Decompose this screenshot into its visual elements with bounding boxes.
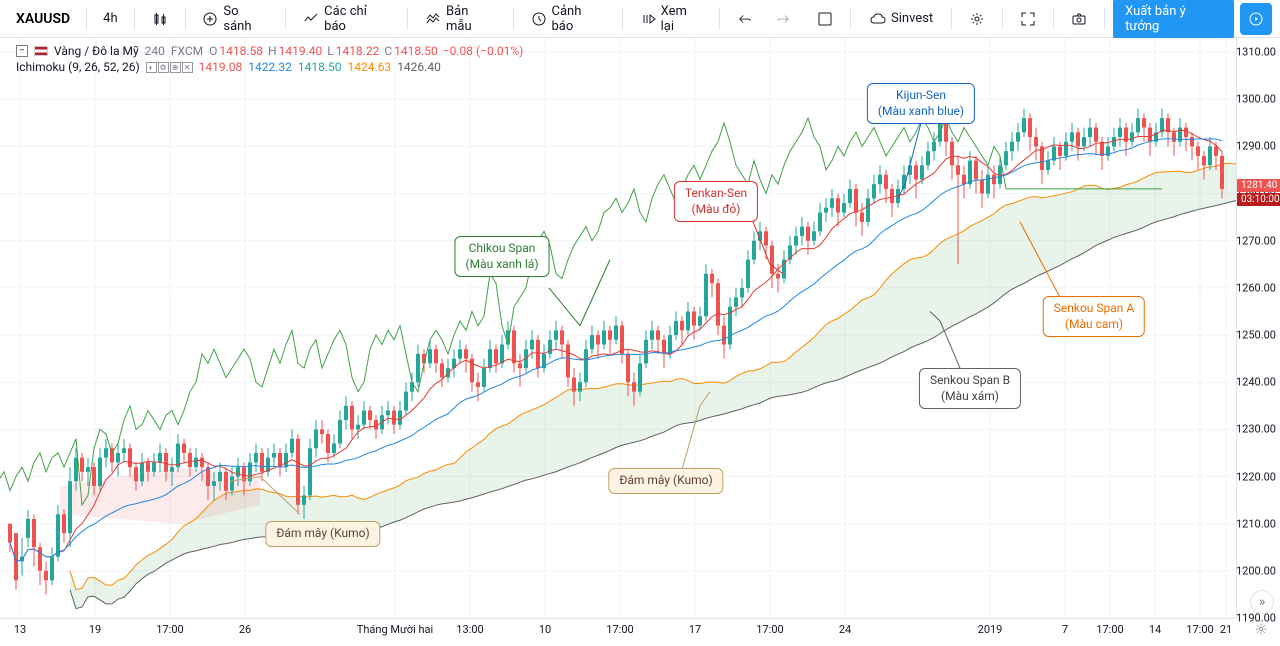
indicators-button[interactable]: Các chỉ báo xyxy=(294,0,399,38)
y-tick-label: 1240.00 xyxy=(1236,376,1276,389)
x-tick-label: 17:00 xyxy=(1186,623,1213,636)
y-tick-label: 1230.00 xyxy=(1236,423,1276,436)
chart-annotation[interactable]: Kijun-Sen(Màu xanh blue) xyxy=(867,83,975,124)
redo-button[interactable] xyxy=(766,6,800,32)
settings-button[interactable] xyxy=(960,6,994,32)
chart-annotation[interactable]: Đám mây (Kumo) xyxy=(608,468,723,494)
compare-button[interactable]: So sánh xyxy=(194,0,278,38)
y-tick-label: 1290.00 xyxy=(1236,140,1276,153)
x-tick-label: 7 xyxy=(1062,623,1068,636)
x-tick-label: 17 xyxy=(689,623,701,636)
select-layout-button[interactable] xyxy=(808,6,842,32)
chart-annotation[interactable]: Senkou Span B(Màu xám) xyxy=(919,368,1021,409)
symbol-name[interactable]: XAUUSD xyxy=(8,7,78,31)
x-tick-label: Tháng Mười hai xyxy=(357,623,433,636)
x-tick-label: 21 xyxy=(1220,623,1232,636)
layout-icon xyxy=(816,10,834,28)
countdown-label: 03:10:00 xyxy=(1237,193,1280,206)
x-tick-label: 14 xyxy=(1149,623,1161,636)
exchange-label: FXCM xyxy=(171,44,203,58)
y-tick-label: 1200.00 xyxy=(1236,564,1276,577)
alert-button[interactable]: Cảnh báo xyxy=(522,0,614,38)
axis-settings-button[interactable] xyxy=(1254,621,1268,640)
ichimoku-val-1: 1419.08 xyxy=(199,60,243,74)
gear-icon xyxy=(968,10,986,28)
templates-icon xyxy=(424,10,442,28)
indicator-controls[interactable]: ◐⚙⊕✕ xyxy=(146,62,193,73)
templates-button[interactable]: Bản mẫu xyxy=(416,0,504,38)
collapse-icon[interactable]: − xyxy=(16,45,28,57)
x-tick-label: 26 xyxy=(239,623,251,636)
y-tick-label: 1300.00 xyxy=(1236,93,1276,106)
top-toolbar: XAUUSD 4h So sánh Các chỉ báo Bản mẫu Cả… xyxy=(0,0,1280,38)
fullscreen-button[interactable] xyxy=(1011,6,1045,32)
ichimoku-val-5: 1426.40 xyxy=(397,60,441,74)
redo-icon xyxy=(774,10,792,28)
x-tick-label: 17:00 xyxy=(1096,623,1123,636)
publish-play-button[interactable] xyxy=(1240,3,1272,35)
x-tick-label: 17:00 xyxy=(756,623,783,636)
x-tick-label: 24 xyxy=(839,623,851,636)
flag-icon xyxy=(34,46,48,56)
alert-icon xyxy=(530,10,548,28)
timeframe-label: 240 xyxy=(145,44,165,58)
x-tick-label: 17:00 xyxy=(606,623,633,636)
y-tick-label: 1270.00 xyxy=(1236,234,1276,247)
fullscreen-icon xyxy=(1019,10,1037,28)
replay-button[interactable]: Xem lại xyxy=(631,0,711,38)
chart-annotation[interactable]: Chikou Span(Màu xanh lá) xyxy=(454,236,549,277)
x-tick-label: 19 xyxy=(89,623,101,636)
interval-selector[interactable]: 4h xyxy=(95,7,125,30)
goto-date-button[interactable]: » xyxy=(1250,590,1274,614)
chart-annotation[interactable]: Tenkan-Sen(Màu đỏ) xyxy=(674,181,758,222)
save-layout-button[interactable]: Sinvest xyxy=(859,6,943,32)
x-tick-label: 13:00 xyxy=(456,623,483,636)
ichimoku-val-4: 1424.63 xyxy=(348,60,392,74)
cloud-icon xyxy=(869,10,887,28)
snapshot-button[interactable] xyxy=(1062,6,1096,32)
chart-legend: − Vàng / Đô la Mỹ 240 FXCM O1418.58 H141… xyxy=(6,40,535,78)
indicator-name[interactable]: Ichimoku (9, 26, 52, 26) xyxy=(16,60,140,74)
time-axis[interactable]: 13 19 17:00 26 Tháng Mười hai 13:00 10 17:00 17 1… xyxy=(0,618,1236,646)
y-tick-label: 1220.00 xyxy=(1236,470,1276,483)
y-tick-label: 1310.00 xyxy=(1236,46,1276,59)
candle-style-button[interactable] xyxy=(143,6,177,32)
chart-annotation[interactable]: Senkou Span A(Màu cam) xyxy=(1043,296,1145,337)
ichimoku-val-2: 1422.32 xyxy=(248,60,292,74)
indicators-icon xyxy=(302,10,320,28)
undo-button[interactable] xyxy=(728,6,762,32)
ohlc-values: O1418.58 H1419.40 L1418.22 C1418.50 −0.0… xyxy=(209,44,525,58)
x-tick-label: 13 xyxy=(14,623,26,636)
instrument-title: Vàng / Đô la Mỹ xyxy=(54,44,139,58)
undo-icon xyxy=(736,10,754,28)
camera-icon xyxy=(1070,10,1088,28)
x-tick-label: 10 xyxy=(539,623,551,636)
y-tick-label: 1210.00 xyxy=(1236,517,1276,530)
y-tick-label: 1250.00 xyxy=(1236,329,1276,342)
publish-button[interactable]: Xuất bản ý tưởng xyxy=(1113,0,1234,40)
replay-icon xyxy=(639,10,657,28)
last-price-label: 1281.40 xyxy=(1237,179,1280,192)
y-tick-label: 1260.00 xyxy=(1236,281,1276,294)
x-tick-label: 2019 xyxy=(978,623,1003,636)
x-tick-label: 17:00 xyxy=(156,623,183,636)
candle-icon xyxy=(151,10,169,28)
plus-circle-icon xyxy=(202,10,220,28)
ichimoku-val-3: 1418.50 xyxy=(298,60,342,74)
chart-annotation[interactable]: Đám mây (Kumo) xyxy=(265,521,380,547)
price-axis[interactable]: 1190.001200.001210.001220.001230.001240.… xyxy=(1236,38,1280,618)
